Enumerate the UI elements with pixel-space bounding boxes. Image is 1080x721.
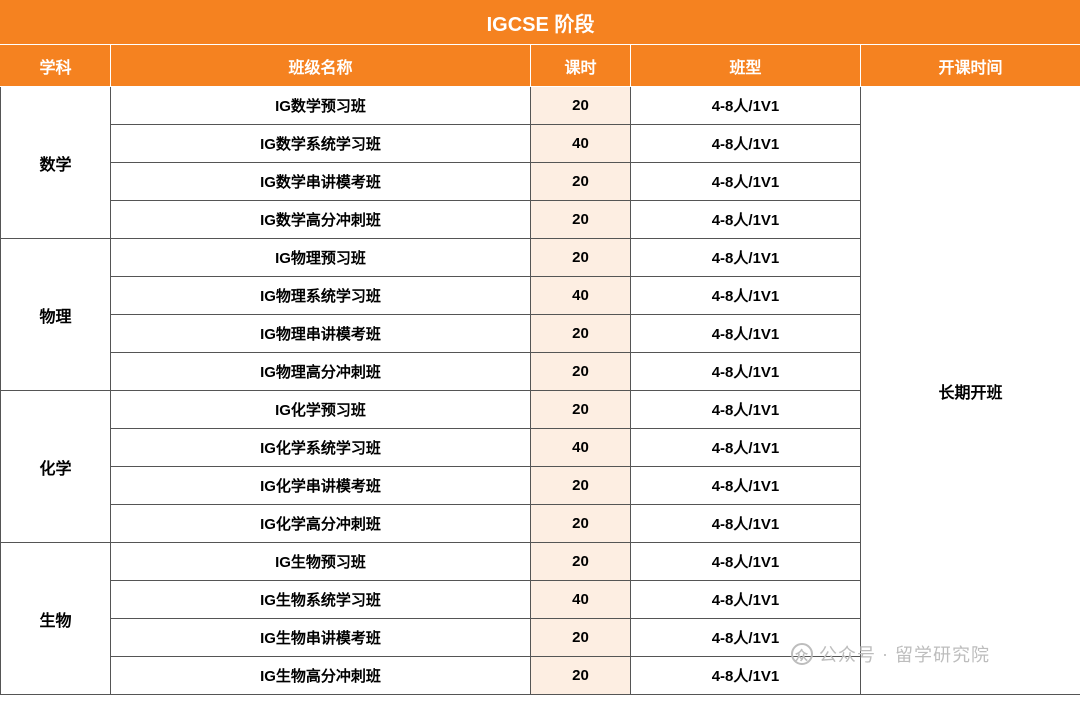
header-hours: 课时	[531, 45, 631, 87]
classname-cell: IG化学预习班	[111, 391, 531, 429]
hours-cell: 20	[531, 163, 631, 201]
classname-cell: IG化学系统学习班	[111, 429, 531, 467]
type-cell: 4-8人/1V1	[631, 391, 861, 429]
subject-cell: 生物	[1, 543, 111, 695]
type-cell: 4-8人/1V1	[631, 277, 861, 315]
schedule-cell: 长期开班	[861, 87, 1080, 695]
hours-cell: 20	[531, 315, 631, 353]
type-cell: 4-8人/1V1	[631, 239, 861, 277]
hours-cell: 40	[531, 581, 631, 619]
classname-cell: IG数学预习班	[111, 87, 531, 125]
classname-cell: IG物理串讲模考班	[111, 315, 531, 353]
subject-cell: 数学	[1, 87, 111, 239]
subject-cell: 物理	[1, 239, 111, 391]
type-cell: 4-8人/1V1	[631, 201, 861, 239]
hours-cell: 20	[531, 505, 631, 543]
type-cell: 4-8人/1V1	[631, 505, 861, 543]
type-cell: 4-8人/1V1	[631, 543, 861, 581]
type-cell: 4-8人/1V1	[631, 163, 861, 201]
table-title-row: IGCSE 阶段	[1, 1, 1080, 45]
table-header-row: 学科 班级名称 课时 班型 开课时间	[1, 45, 1080, 87]
hours-cell: 40	[531, 277, 631, 315]
classname-cell: IG物理系统学习班	[111, 277, 531, 315]
hours-cell: 20	[531, 619, 631, 657]
type-cell: 4-8人/1V1	[631, 125, 861, 163]
subject-cell: 化学	[1, 391, 111, 543]
table-row: 数学IG数学预习班204-8人/1V1长期开班	[1, 87, 1080, 125]
hours-cell: 20	[531, 239, 631, 277]
hours-cell: 20	[531, 543, 631, 581]
type-cell: 4-8人/1V1	[631, 619, 861, 657]
classname-cell: IG生物预习班	[111, 543, 531, 581]
course-table-container: IGCSE 阶段 学科 班级名称 课时 班型 开课时间 数学IG数学预习班204…	[0, 0, 1080, 695]
header-subject: 学科	[1, 45, 111, 87]
type-cell: 4-8人/1V1	[631, 467, 861, 505]
hours-cell: 20	[531, 353, 631, 391]
hours-cell: 20	[531, 391, 631, 429]
hours-cell: 20	[531, 87, 631, 125]
classname-cell: IG物理高分冲刺班	[111, 353, 531, 391]
type-cell: 4-8人/1V1	[631, 87, 861, 125]
hours-cell: 20	[531, 201, 631, 239]
hours-cell: 40	[531, 429, 631, 467]
hours-cell: 20	[531, 467, 631, 505]
type-cell: 4-8人/1V1	[631, 581, 861, 619]
type-cell: 4-8人/1V1	[631, 429, 861, 467]
header-schedule: 开课时间	[861, 45, 1080, 87]
hours-cell: 20	[531, 657, 631, 695]
classname-cell: IG化学串讲模考班	[111, 467, 531, 505]
type-cell: 4-8人/1V1	[631, 315, 861, 353]
type-cell: 4-8人/1V1	[631, 657, 861, 695]
classname-cell: IG数学串讲模考班	[111, 163, 531, 201]
classname-cell: IG物理预习班	[111, 239, 531, 277]
table-title: IGCSE 阶段	[1, 1, 1080, 45]
classname-cell: IG数学高分冲刺班	[111, 201, 531, 239]
classname-cell: IG化学高分冲刺班	[111, 505, 531, 543]
classname-cell: IG生物串讲模考班	[111, 619, 531, 657]
header-classname: 班级名称	[111, 45, 531, 87]
classname-cell: IG数学系统学习班	[111, 125, 531, 163]
classname-cell: IG生物高分冲刺班	[111, 657, 531, 695]
course-table: IGCSE 阶段 学科 班级名称 课时 班型 开课时间 数学IG数学预习班204…	[0, 0, 1080, 695]
hours-cell: 40	[531, 125, 631, 163]
table-body: 数学IG数学预习班204-8人/1V1长期开班IG数学系统学习班404-8人/1…	[1, 87, 1080, 695]
classname-cell: IG生物系统学习班	[111, 581, 531, 619]
header-type: 班型	[631, 45, 861, 87]
type-cell: 4-8人/1V1	[631, 353, 861, 391]
